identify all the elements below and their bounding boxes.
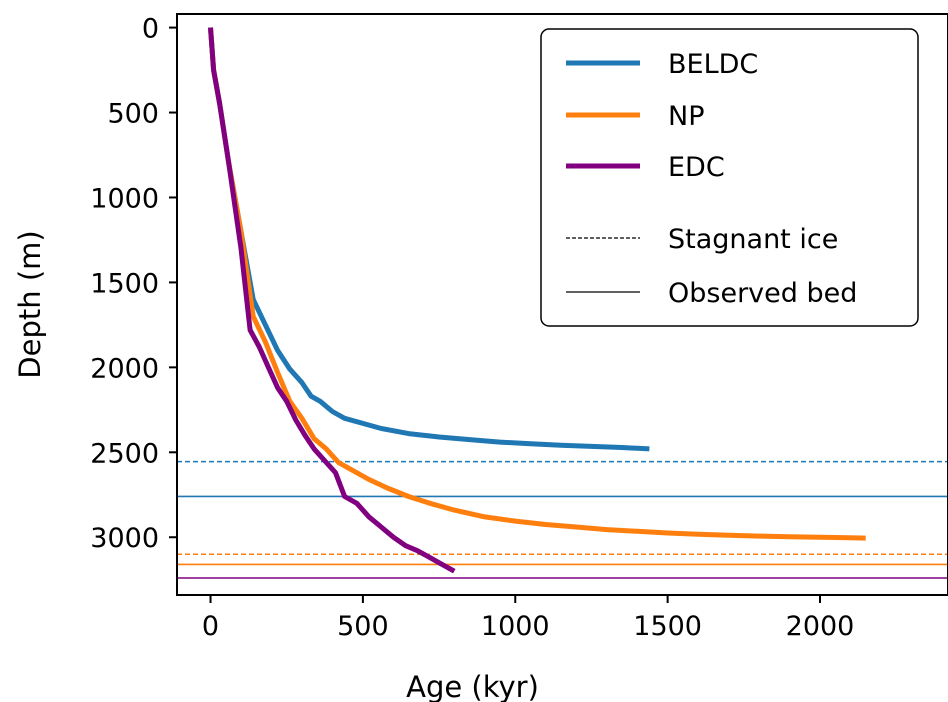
y-tick-label: 1000 xyxy=(90,183,159,214)
y-tick-label: 3000 xyxy=(90,523,159,554)
x-tick-label: 1500 xyxy=(633,611,702,642)
series-np-line xyxy=(208,27,866,541)
series-lines xyxy=(208,27,866,574)
legend-box xyxy=(540,28,919,327)
reference-lines xyxy=(177,460,948,579)
x-axis-label: Age (kyr) xyxy=(406,670,539,702)
y-tick-label: 500 xyxy=(107,99,159,130)
y-tick-label: 1500 xyxy=(90,268,159,299)
plot-frame xyxy=(176,13,948,596)
axes: 0 500 1000 1500 2000 0 500 1000 1500 2000 2500 3000… xyxy=(13,13,948,702)
y-axis-label: Depth (m) xyxy=(13,230,47,378)
y-tick-label: 0 xyxy=(142,14,159,45)
legend-label-np: NP xyxy=(668,101,704,132)
x-tick-label: 1000 xyxy=(481,611,550,642)
legend: BELDC NP EDC Stagnant ice Observed bed xyxy=(540,28,919,327)
x-tick-label: 0 xyxy=(202,611,219,642)
x-tick-label: 2000 xyxy=(786,611,855,642)
y-tick-label: 2500 xyxy=(90,438,159,469)
series-edc-line xyxy=(208,27,456,574)
legend-label-observed-bed: Observed bed xyxy=(668,278,857,309)
y-tick-label: 2000 xyxy=(90,353,159,384)
legend-label-edc: EDC xyxy=(668,152,725,183)
legend-label-stagnant-ice: Stagnant ice xyxy=(668,224,838,255)
x-tick-label: 500 xyxy=(337,611,389,642)
legend-label-beldc: BELDC xyxy=(668,49,758,80)
